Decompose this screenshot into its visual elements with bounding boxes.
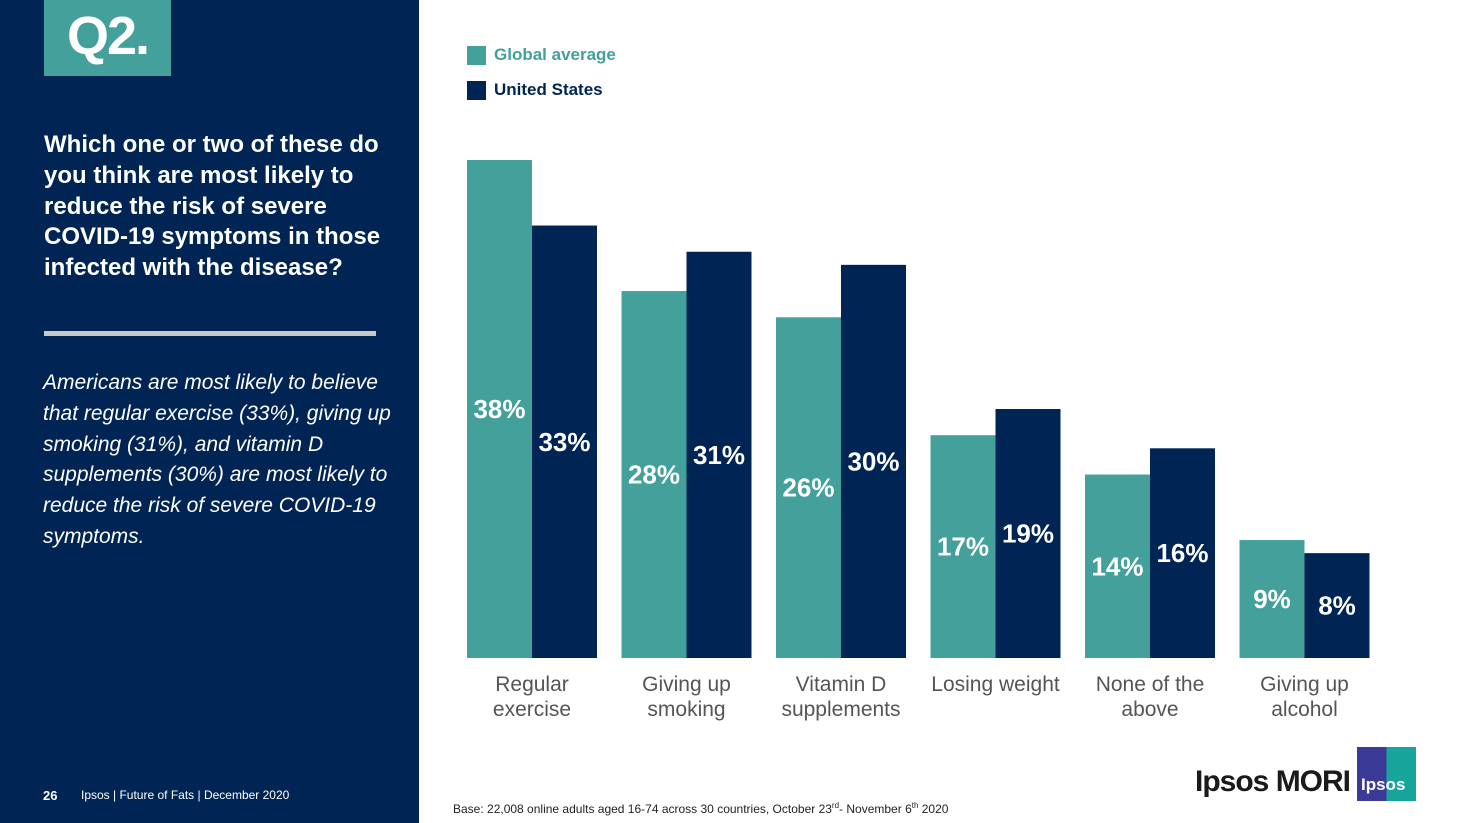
question-text: Which one or two of these do you think a…: [44, 131, 381, 282]
legend-swatch: [467, 45, 486, 65]
bar: [686, 251, 752, 658]
bar: [532, 225, 597, 659]
data-label: 16%: [1156, 538, 1208, 568]
bar: [621, 291, 687, 658]
data-label: 38%: [473, 394, 525, 424]
legend-label: Global average: [494, 45, 616, 64]
data-label: 30%: [847, 446, 899, 476]
data-label: 19%: [1002, 519, 1054, 549]
legend-us: United States: [467, 80, 603, 100]
category-label: Regular exercise: [493, 673, 571, 721]
bar: [841, 264, 906, 658]
bar: [1150, 448, 1215, 658]
bar: [1239, 540, 1305, 658]
data-label: 17%: [937, 532, 989, 562]
category-label: None of the above: [1096, 673, 1205, 721]
category-label: Losing weight: [931, 673, 1060, 696]
category-label: Giving up smoking: [642, 673, 731, 721]
data-label: 9%: [1253, 584, 1291, 614]
bar: [1085, 474, 1150, 658]
bar: [776, 317, 841, 658]
bar-chart: 38% 33% Regular exercise 28% 31% Giving up smok…: [467, 160, 1370, 721]
summary-text: Americans are most likely to believe tha…: [43, 371, 391, 548]
bar: [995, 409, 1061, 658]
bar: [930, 435, 996, 658]
data-label: 26%: [782, 473, 834, 503]
category-label: Giving up alcohol: [1260, 673, 1349, 721]
bar: [1304, 553, 1370, 658]
legend-label: United States: [494, 80, 603, 99]
data-label: 31%: [693, 440, 745, 470]
data-label: 28%: [628, 460, 680, 490]
ipsos-mori-wordmark: Ipsos MORI: [1195, 765, 1351, 798]
legend-swatch: [467, 80, 486, 100]
base-note: Base: 22,008 online adults aged 16-74 ac…: [453, 801, 949, 816]
question-number: Q2.: [44, 0, 171, 76]
legend-global: Global average: [467, 45, 616, 65]
page-number: 26: [43, 788, 58, 803]
bar: [467, 160, 532, 658]
data-label: 14%: [1091, 551, 1143, 581]
left-panel: Q2. Which one or two of these do you thi…: [0, 0, 419, 823]
divider: [44, 331, 376, 336]
data-label: 8%: [1318, 591, 1356, 621]
ipsos-logo: Ipsos: [1357, 747, 1416, 801]
footer-text: Ipsos | Future of Fats | December 2020: [81, 788, 290, 802]
data-label: 33%: [538, 427, 590, 457]
